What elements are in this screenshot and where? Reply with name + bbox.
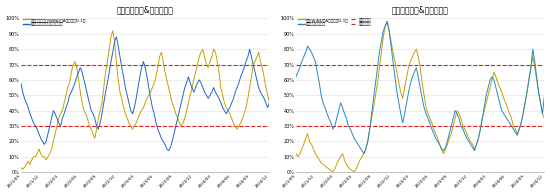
Legend: 传媒/WIND全A（映射到D-1）, 市场反应度：传媒, 卖点参照线, 买点参照线: 传媒/WIND全A（映射到D-1）, 市场反应度：传媒, 卖点参照线, 买点参照… xyxy=(298,17,372,27)
Legend: 亚星互联网指数/WIND全A（映射到D-1）, 市场反应度：亚星互联网指数: 亚星互联网指数/WIND全A（映射到D-1）, 市场反应度：亚星互联网指数 xyxy=(23,17,86,27)
Title: 行业超额走势&市场反应度: 行业超额走势&市场反应度 xyxy=(117,6,174,15)
Title: 行业超额走势&市场反应度: 行业超额走势&市场反应度 xyxy=(392,6,449,15)
